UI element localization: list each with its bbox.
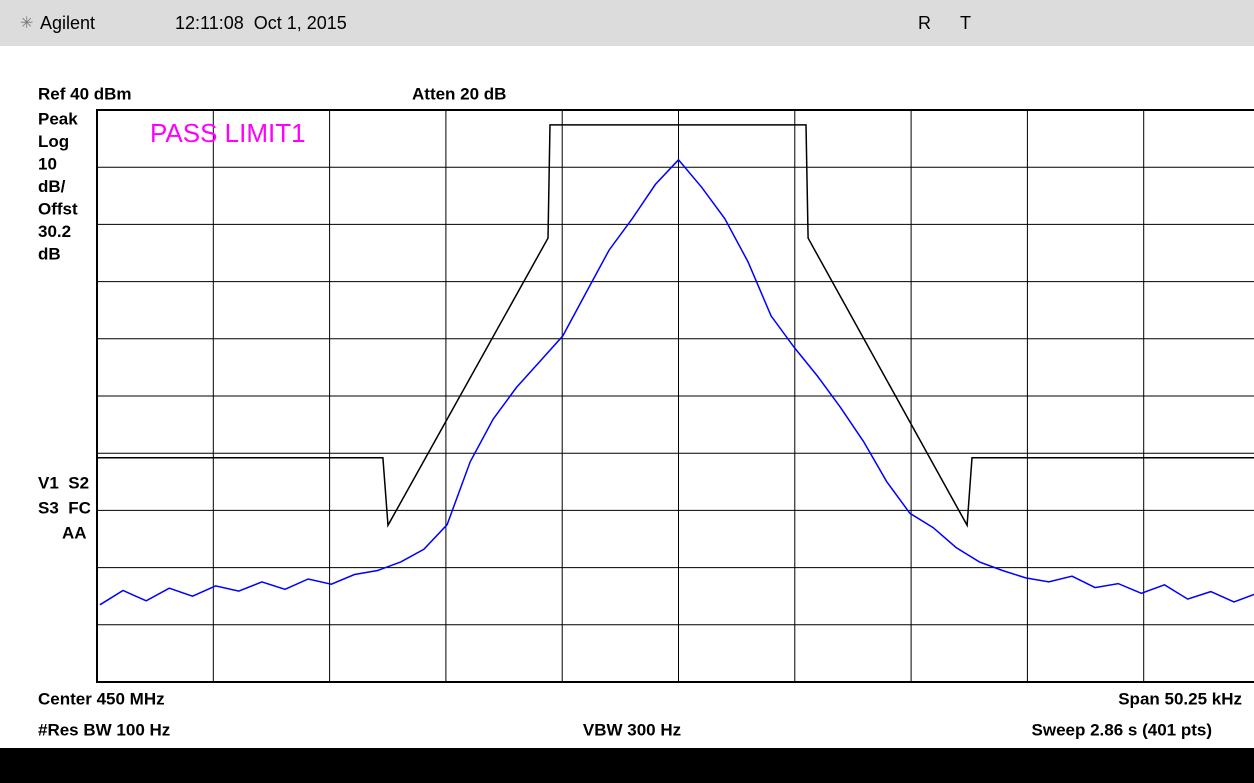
setting: Offst xyxy=(38,199,78,218)
rbw: #Res BW 100 Hz xyxy=(38,720,170,739)
status: V1 S2 xyxy=(38,473,89,492)
setting: 30.2 xyxy=(38,222,71,241)
header-bar xyxy=(0,0,1254,46)
setting: 10 xyxy=(38,154,57,173)
status: AA xyxy=(62,523,87,542)
setting: dB/ xyxy=(38,177,66,196)
logo: ✳ xyxy=(20,15,33,32)
plot: PASS LIMIT1 xyxy=(96,109,1254,683)
ref-level: Ref 40 dBm xyxy=(38,84,132,103)
flag: R xyxy=(918,13,931,33)
setting: Peak xyxy=(38,109,78,128)
span: Span 50.25 kHz xyxy=(1118,689,1242,708)
vbw: VBW 300 Hz xyxy=(583,720,681,739)
flag: T xyxy=(960,13,971,33)
attenuation: Atten 20 dB xyxy=(412,84,506,103)
status: S3 FC xyxy=(38,498,91,517)
trace xyxy=(97,124,1254,528)
center-freq: Center 450 MHz xyxy=(38,689,165,708)
softkey-bar xyxy=(0,748,1254,783)
trace xyxy=(99,158,1254,606)
pass-status: PASS LIMIT1 xyxy=(150,118,306,148)
setting: Log xyxy=(38,132,69,151)
timestamp: 12:11:08 Oct 1, 2015 xyxy=(175,13,347,33)
setting: dB xyxy=(38,244,61,263)
sweep: Sweep 2.86 s (401 pts) xyxy=(1032,720,1212,739)
brand: Agilent xyxy=(40,13,95,33)
